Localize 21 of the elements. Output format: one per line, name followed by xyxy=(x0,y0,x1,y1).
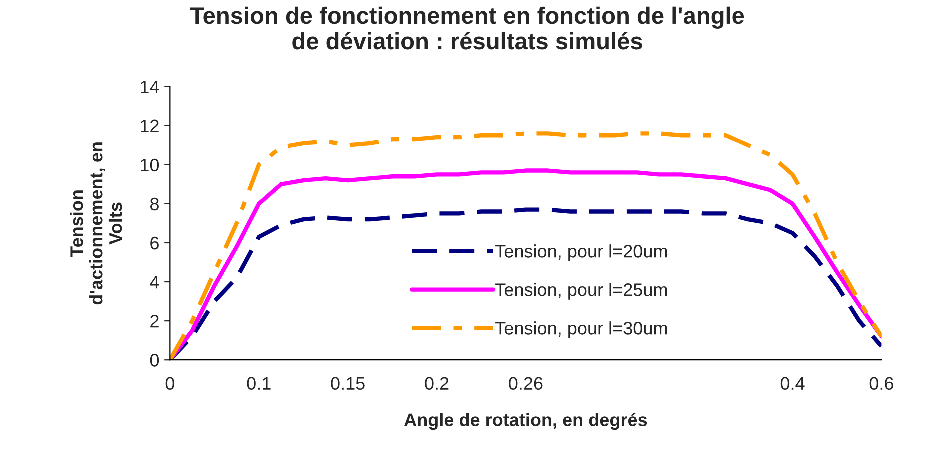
x-tick-label: 0.15 xyxy=(331,377,365,390)
y-tick-label: 12 xyxy=(141,120,159,132)
y-tick-label: 2 xyxy=(150,315,159,328)
y-tick-label: 0 xyxy=(150,354,160,367)
x-tick-label: 0.26 xyxy=(509,377,543,390)
x-axis-title: Angle de rotation, en degrés xyxy=(404,413,648,430)
y-tick-label: 14 xyxy=(141,80,160,94)
chart-title: Tension de fonctionnement en fonction de l'angle de déviation : résultats simulés xyxy=(190,6,744,50)
y-tick-label: 4 xyxy=(150,276,160,289)
legend-label: Tension, pour l=30um xyxy=(496,322,668,338)
y-tick-label: 6 xyxy=(150,236,159,250)
legend-label: Tension, pour l=20um xyxy=(496,244,668,262)
x-tick-label: 0 xyxy=(166,377,174,390)
y-tick-label: 8 xyxy=(150,198,159,211)
y-tick-label: 10 xyxy=(141,158,160,172)
y-axis-title: Tension d'actionnement, en Volts xyxy=(70,142,122,305)
x-tick-label: 0.4 xyxy=(780,377,805,390)
x-tick-label: 0.1 xyxy=(247,377,271,390)
x-tick-label: 0.2 xyxy=(425,377,449,390)
x-tick-label: 0.6 xyxy=(870,377,894,390)
legend-label: Tension, pour l=25um xyxy=(496,283,668,300)
